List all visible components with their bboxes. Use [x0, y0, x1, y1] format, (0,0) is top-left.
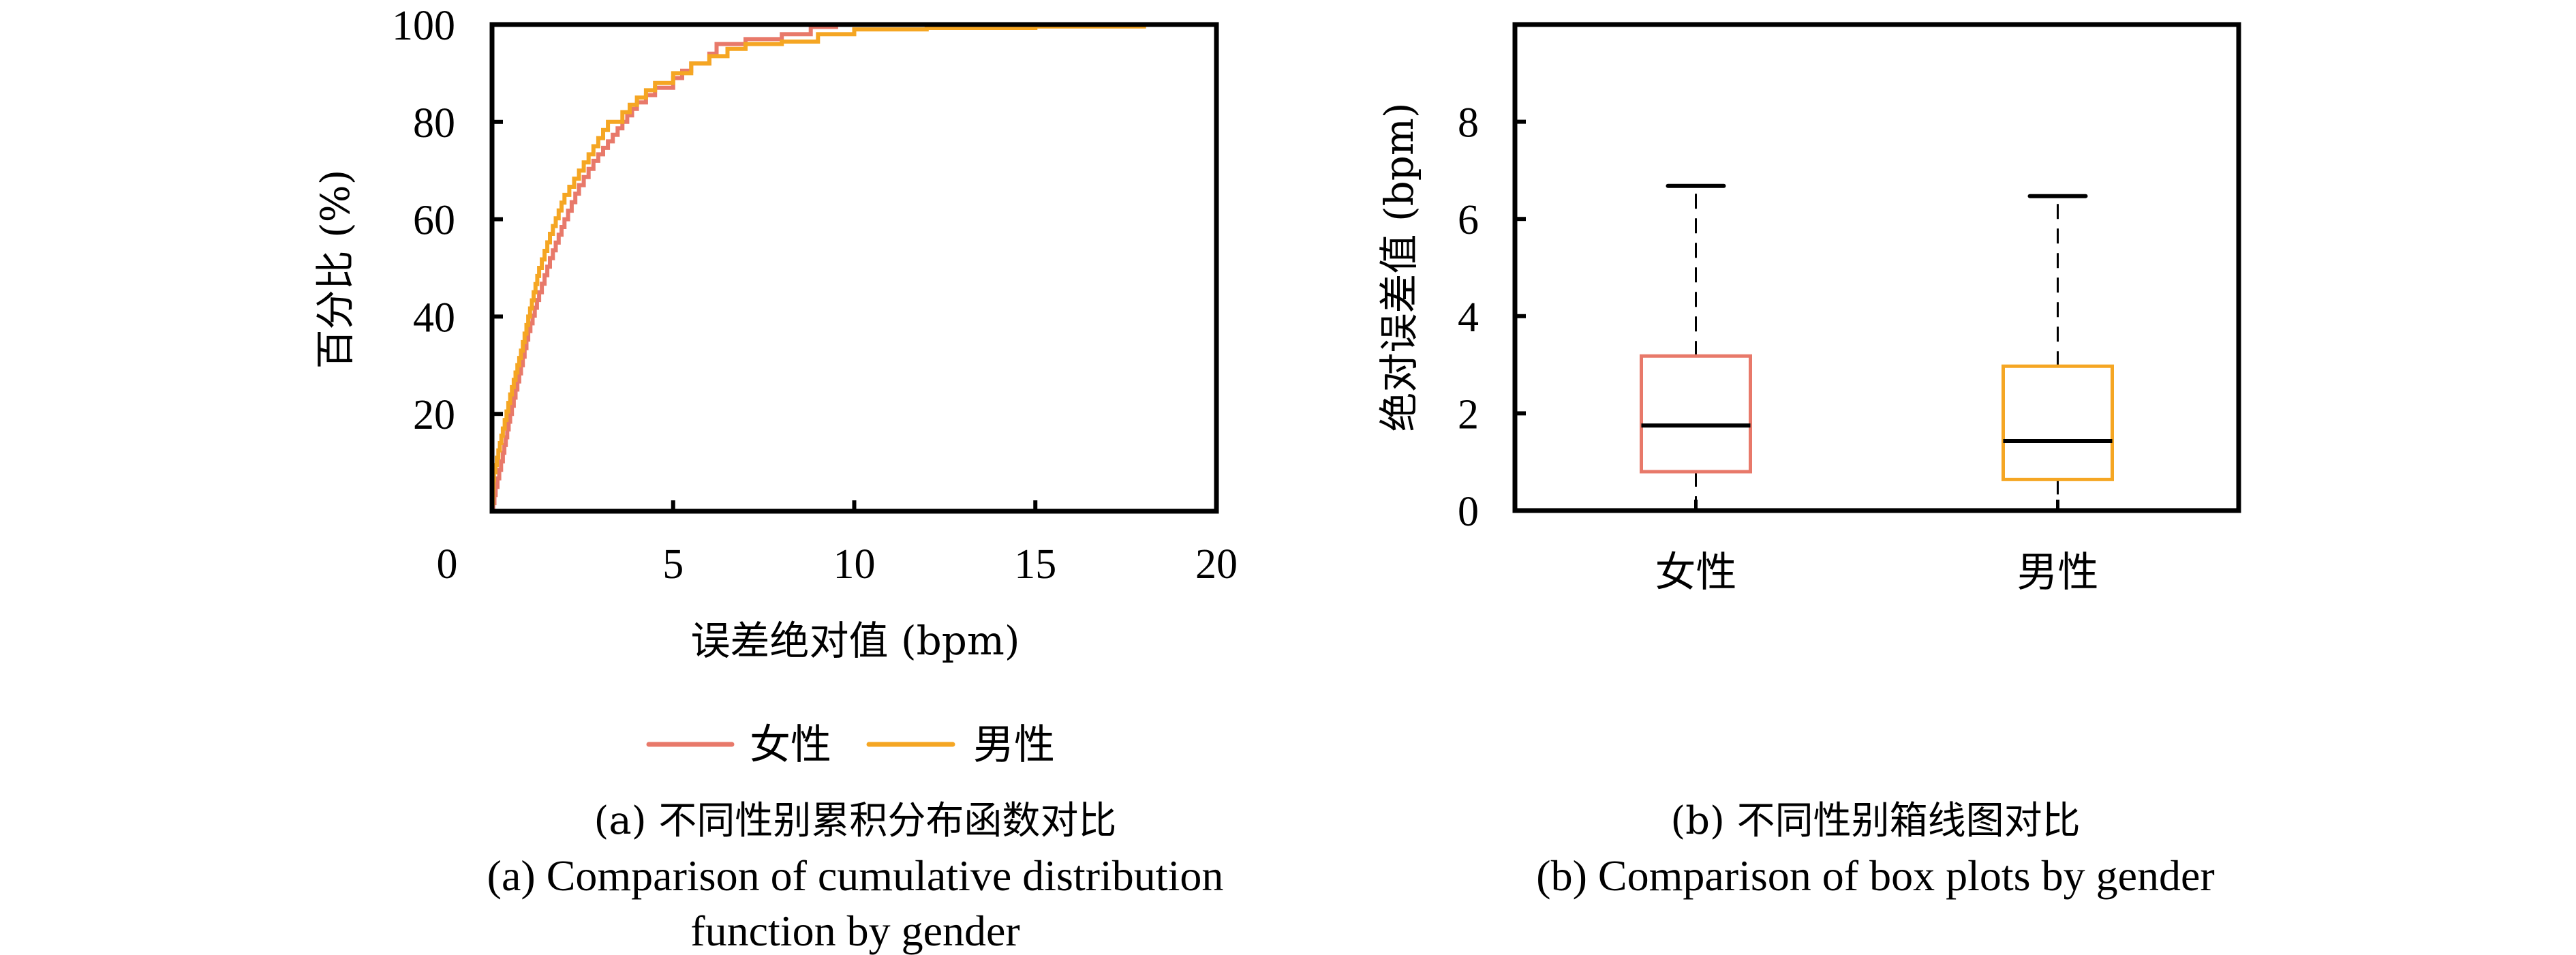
- boxplot-y-tick-label: 4: [1458, 294, 1479, 341]
- boxplot-panel: 0 2 4 6 8 女性 男性 绝对误差值 (bpm) (b) 不同性别箱线图对比 (b)…: [1376, 22, 2241, 900]
- boxplot-y-tick-label: 0: [1458, 489, 1479, 535]
- cdf-y-tick-label: 60: [413, 198, 455, 244]
- boxplot-y-axis-title: 绝对误差值 (bpm): [1376, 103, 1422, 432]
- cdf-y-tick-label: 100: [392, 3, 455, 49]
- cdf-x-tick-label: 5: [662, 541, 684, 588]
- boxplot-category-label-male: 男性: [2017, 549, 2099, 596]
- cdf-y-ticks: 20 40 60 80 100: [392, 3, 503, 438]
- boxplot-plot-frame: [1512, 22, 2241, 513]
- cdf-x-tick-label: 10: [833, 541, 876, 588]
- cdf-x-tick-label: 20: [1195, 541, 1238, 588]
- caption-a-zh: (a) 不同性别累积分布函数对比: [594, 799, 1117, 843]
- cdf-x-ticks: 0 5 10 15 20: [437, 500, 1238, 588]
- caption-b-en: (b) Comparison of box plots by gender: [1536, 851, 2214, 900]
- cdf-y-axis-title: 百分比 (%): [312, 170, 358, 369]
- legend-label-male: 男性: [973, 721, 1055, 769]
- cdf-series-group: [490, 22, 1146, 513]
- boxplot-category-labels: 女性 男性: [1655, 549, 2099, 596]
- cdf-line-male: [490, 24, 1146, 513]
- cdf-x-tick-label: 15: [1014, 541, 1056, 588]
- cdf-y-tick-label: 20: [413, 392, 455, 438]
- caption-b-zh: (b) 不同性别箱线图对比: [1670, 799, 2080, 843]
- cdf-legend: 女性 男性: [646, 721, 1055, 769]
- cdf-x-axis-title: 误差绝对值 (bpm): [691, 618, 1020, 664]
- boxplot-boxes: [1640, 183, 2114, 511]
- cdf-line-female: [491, 22, 891, 513]
- boxplot-y-tick-label: 6: [1458, 197, 1479, 243]
- boxplot-y-tick-label: 2: [1458, 391, 1479, 438]
- cdf-x-tick-label: 0: [437, 541, 458, 588]
- cdf-y-tick-label: 40: [413, 294, 455, 341]
- boxplot-box-female: [1640, 354, 1752, 474]
- caption-a-en-line1: (a) Comparison of cumulative distributio…: [487, 851, 1224, 900]
- boxplot-box-male: [2002, 364, 2114, 481]
- boxplot-y-tick-label: 8: [1458, 100, 1479, 147]
- cdf-y-tick-label: 80: [413, 100, 455, 147]
- cdf-plot-frame: [489, 22, 1219, 514]
- boxplot-category-label-female: 女性: [1655, 549, 1737, 596]
- cdf-panel: 20 40 60 80 100 0 5 10 15 20 百分比 (%) 误差绝对值 (bpm)…: [312, 3, 1238, 955]
- caption-a-en-line2: function by gender: [690, 907, 1019, 955]
- legend-label-female: 女性: [750, 721, 831, 769]
- boxplot-y-ticks: 0 2 4 6 8: [1458, 100, 1526, 535]
